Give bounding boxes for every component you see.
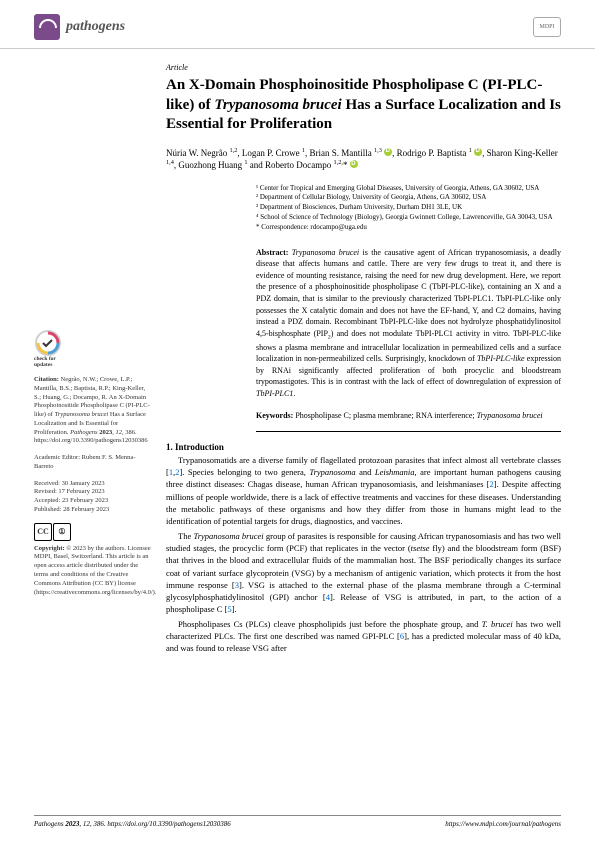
affiliation-3: ³ Department of Biosciences, Durham Univ… (256, 203, 561, 213)
citation-label: Citation: (34, 376, 59, 383)
article-content: Article An X-Domain Phosphoinositide Pho… (152, 49, 561, 655)
by-icon: ① (53, 523, 71, 541)
keywords: Keywords: Phospholipase C; plasma membra… (166, 410, 561, 421)
intro-heading: 1. Introduction (166, 442, 561, 452)
intro-para-2: The Trypanosoma brucei group of parasite… (166, 530, 561, 616)
copyright-text: © 2023 by the authors. Licensee MDPI, Ba… (34, 545, 156, 596)
abstract: Abstract: Trypanosoma brucei is the caus… (166, 247, 561, 400)
affiliation-1: ¹ Center for Tropical and Emerging Globa… (256, 184, 561, 194)
page-header: pathogens MDPI (0, 0, 595, 49)
affiliation-4: ⁴ School of Science of Technology (Biolo… (256, 213, 561, 223)
footer-right: https://www.mdpi.com/journal/pathogens (445, 820, 561, 828)
published-date: Published: 28 February 2023 (34, 506, 152, 515)
citation-block: Citation: Negrão, N.W.; Crowe, L.P.; Man… (34, 376, 152, 446)
accepted-date: Accepted: 23 February 2023 (34, 497, 152, 506)
cc-by-badge: CC ① (34, 523, 152, 541)
check-for-updates-badge[interactable]: check forupdates (34, 329, 70, 368)
cc-icon: CC (34, 523, 52, 541)
page-footer: Pathogens 2023, 12, 386. https://doi.org… (34, 815, 561, 828)
article-type: Article (166, 63, 561, 72)
check-updates-label: check forupdates (34, 357, 70, 368)
article-title: An X-Domain Phosphoinositide Phospholipa… (166, 76, 561, 135)
authors-list: Núria W. Negrão 1,2, Logan P. Crowe 1, B… (166, 147, 561, 172)
received-date: Received: 30 January 2023 (34, 480, 152, 489)
pathogens-icon (34, 14, 60, 40)
copyright-label: Copyright: (34, 545, 65, 552)
license-block: CC ① Copyright: © 2023 by the authors. L… (34, 523, 152, 598)
keywords-text: Phospholipase C; plasma membrane; RNA in… (293, 411, 542, 420)
affiliations: ¹ Center for Tropical and Emerging Globa… (166, 184, 561, 233)
journal-name: pathogens (66, 19, 125, 35)
main-content: check forupdates Citation: Negrão, N.W.;… (0, 49, 595, 655)
abstract-text: Trypanosoma brucei is the causative agen… (256, 248, 561, 398)
intro-para-3: Phospholipases Cs (PLCs) cleave phosphol… (166, 618, 561, 655)
sidebar: check forupdates Citation: Negrão, N.W.;… (34, 49, 152, 655)
correspondence: * Correspondence: rdocampo@uga.edu (256, 223, 561, 233)
editor-block: Academic Editor: Rubem F. S. Menna-Barre… (34, 454, 152, 472)
footer-left: Pathogens 2023, 12, 386. https://doi.org… (34, 820, 231, 828)
citation-text: Negrão, N.W.; Crowe, L.P.; Mantilla, B.S… (34, 376, 150, 444)
keywords-label: Keywords: (256, 411, 293, 420)
mdpi-logo: MDPI (533, 17, 561, 37)
editor-label: Academic Editor: (34, 454, 80, 461)
dates-block: Received: 30 January 2023 Revised: 17 Fe… (34, 480, 152, 515)
intro-para-1: Trypanosomatids are a diverse family of … (166, 454, 561, 528)
revised-date: Revised: 17 February 2023 (34, 488, 152, 497)
section-divider (256, 431, 561, 432)
affiliation-2: ² Department of Cellular Biology, Univer… (256, 193, 561, 203)
check-updates-icon (34, 329, 62, 357)
journal-logo: pathogens (34, 14, 125, 40)
introduction-section: 1. Introduction Trypanosomatids are a di… (166, 442, 561, 655)
abstract-label: Abstract: (256, 248, 288, 257)
